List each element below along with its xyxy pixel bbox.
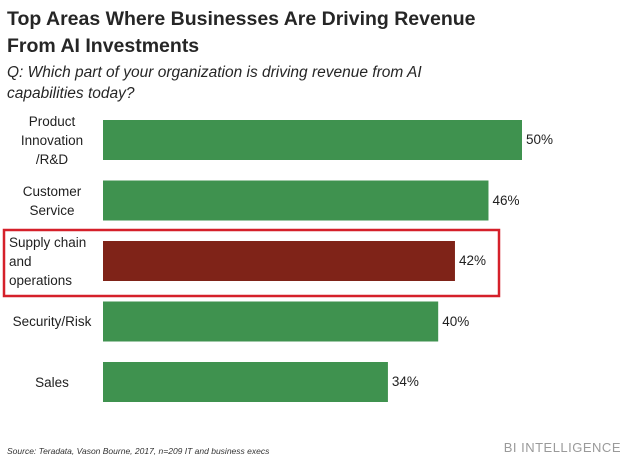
value-label-1: 46% [492,192,520,208]
brand-logo: BI INTELLIGENCE [503,440,621,455]
category-label-line: Supply chain [9,234,87,250]
bars-layer [103,120,522,402]
category-label-line: and [9,253,32,269]
category-label-line: Innovation [20,132,84,148]
highlight-box [2,228,501,298]
bar-4 [103,362,388,402]
category-label-line: Product [28,113,76,129]
chart-title: Top Areas Where Businesses Are Driving R… [7,8,476,57]
category-label-1: Customer Service [4,182,100,220]
category-label-line: Customer [22,183,82,199]
bar-0 [103,120,522,160]
bar-2 [103,241,455,281]
value-label-3: 40% [442,313,470,329]
category-label-3: Security/Risk [4,312,100,331]
category-label-line: Sales [35,374,69,390]
value-label-2: 42% [458,253,486,268]
value-label-0: 50% [526,132,554,147]
category-label-4: Sales [4,373,100,392]
bar-3 [103,301,439,342]
source-note: Source: Teradata, Vason Bourne, 2017, n=… [7,446,270,456]
category-label-0: Product Innovation/R&D [4,112,100,169]
category-label-line: operations [9,272,73,288]
chart-subtitle: Q: Which part of your organization is dr… [7,64,422,102]
category-label-line: Service [29,202,75,218]
category-label-line: Security/Risk [12,314,92,329]
category-label-2: Supply chain and operations [9,233,105,290]
value-label-4: 34% [391,374,419,389]
bar-1 [103,180,489,221]
category-label-line: /R&D [35,151,69,167]
